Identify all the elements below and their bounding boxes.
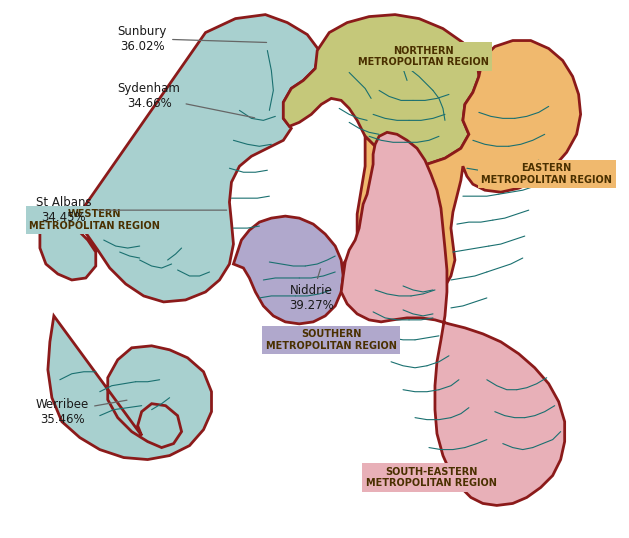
- Polygon shape: [339, 40, 581, 320]
- Text: WESTERN
METROPOLITAN REGION: WESTERN METROPOLITAN REGION: [30, 209, 160, 231]
- Polygon shape: [40, 15, 320, 302]
- Polygon shape: [48, 316, 211, 459]
- Text: Sydenham
34.66%: Sydenham 34.66%: [118, 82, 255, 118]
- Text: St Albans
34.45%: St Albans 34.45%: [36, 196, 226, 224]
- Polygon shape: [341, 132, 565, 505]
- Text: Werribee
35.46%: Werribee 35.46%: [36, 398, 127, 426]
- Text: SOUTH-EASTERN
METROPOLITAN REGION: SOUTH-EASTERN METROPOLITAN REGION: [365, 466, 496, 489]
- Text: EASTERN
METROPOLITAN REGION: EASTERN METROPOLITAN REGION: [481, 164, 612, 185]
- Text: SOUTHERN
METROPOLITAN REGION: SOUTHERN METROPOLITAN REGION: [266, 329, 397, 351]
- Polygon shape: [283, 15, 479, 164]
- Text: Niddrie
39.27%: Niddrie 39.27%: [289, 268, 334, 312]
- Text: NORTHERN
METROPOLITAN REGION: NORTHERN METROPOLITAN REGION: [357, 46, 489, 67]
- Polygon shape: [233, 216, 343, 324]
- Text: Sunbury
36.02%: Sunbury 36.02%: [118, 25, 267, 53]
